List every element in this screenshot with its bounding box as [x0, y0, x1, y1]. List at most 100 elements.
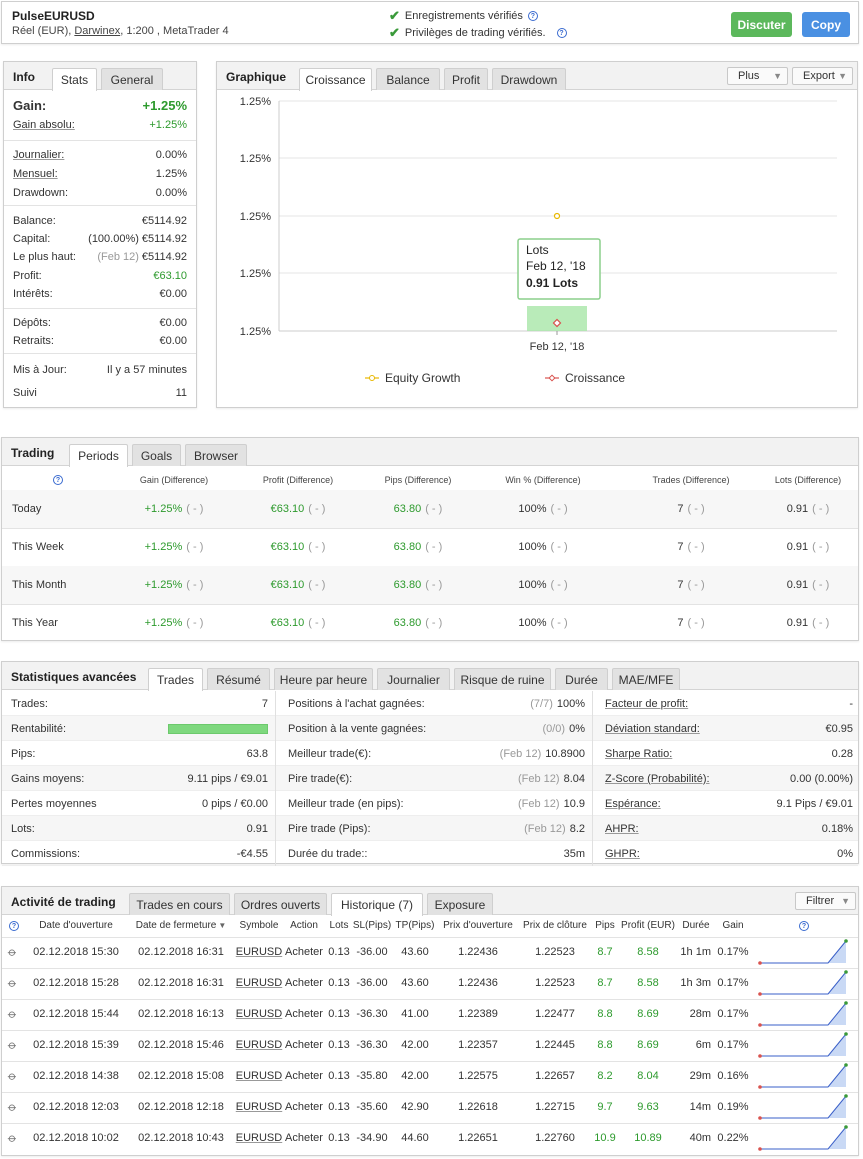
stat-row: Durée du trade:: 35m [288, 841, 585, 866]
tab-croissance[interactable]: Croissance [299, 68, 372, 91]
paperclip-icon[interactable]: ⌀ [5, 1099, 21, 1115]
cell-op: 1.22357 [458, 1039, 498, 1051]
col-header[interactable]: Gain [683, 920, 783, 931]
tab-stats[interactable]: Stats [52, 68, 97, 91]
cell-sym[interactable]: EURUSD [235, 977, 283, 989]
cell-cp: 1.22523 [535, 946, 575, 958]
col-header[interactable]: SL(Pips) [322, 920, 422, 931]
cell-sym[interactable]: EURUSD [235, 1008, 283, 1020]
table-row[interactable]: ⌀ 02.12.2018 15:39 02.12.2018 15:46 EURUSD A… [2, 1030, 858, 1061]
croissance-point[interactable] [552, 318, 562, 328]
stat-extra: (Feb 12) [518, 797, 560, 810]
help-icon[interactable]: ? [9, 921, 19, 931]
legend-label[interactable]: Croissance [565, 371, 625, 385]
col-header: Win % (Difference) [505, 475, 581, 485]
paperclip-icon[interactable]: ⌀ [5, 1130, 21, 1146]
col-header[interactable]: Date de fermeture ▼ [131, 920, 231, 931]
table-row[interactable]: ⌀ 02.12.2018 15:44 02.12.2018 16:13 EURUSD A… [2, 999, 858, 1030]
tab-hourly[interactable]: Heure par heure [274, 668, 373, 690]
stat-value: - [849, 697, 853, 710]
cell-sym[interactable]: EURUSD [235, 1070, 283, 1082]
cell-sym[interactable]: EURUSD [235, 1132, 283, 1144]
help-icon[interactable]: ? [53, 475, 63, 485]
tab-resume[interactable]: Résumé [207, 668, 270, 690]
help-icon[interactable]: ? [527, 11, 538, 21]
cell-pips: 8.8 [597, 1039, 613, 1051]
tab-drawdown[interactable]: Drawdown [492, 68, 566, 90]
cell-sym[interactable]: EURUSD [235, 1101, 283, 1113]
paperclip-icon[interactable]: ⌀ [5, 1037, 21, 1053]
filter-dropdown[interactable]: Filtrer ▼ [795, 892, 856, 910]
equity-growth-point[interactable] [553, 212, 561, 220]
col-header-label: Action [290, 920, 318, 931]
cell-close: 02.12.2018 16:31 [138, 977, 224, 989]
export-dropdown[interactable]: Export ▼ [792, 67, 853, 85]
stat-value: 0% [569, 722, 585, 735]
mini-growth-chart [758, 1063, 848, 1089]
help-icon[interactable]: ? [556, 28, 567, 38]
cell-sym[interactable]: EURUSD [235, 1039, 283, 1051]
tab-risk-of-ruin[interactable]: Risque de ruine [454, 668, 551, 690]
tab-daily[interactable]: Journalier [377, 668, 450, 690]
activity-panel: Activité de trading Trades en cours Ordr… [1, 886, 859, 1156]
col-header[interactable]: Symbole [209, 920, 309, 931]
stat-value: 0% [837, 847, 853, 860]
table-row[interactable]: ⌀ 02.12.2018 10:02 02.12.2018 10:43 EURUSD A… [2, 1123, 858, 1154]
col-header[interactable]: Prix de clôture [505, 920, 605, 931]
col-header[interactable]: Prix d'ouverture [428, 920, 528, 931]
stat-value: 100% [556, 697, 585, 710]
col-header[interactable]: Date d'ouverture [26, 920, 126, 931]
verified-records: ✔ Enregistrements vérifiés ? [389, 8, 538, 24]
table-row[interactable]: ⌀ 02.12.2018 15:30 02.12.2018 16:31 EURUSD A… [2, 937, 858, 968]
tab-goals[interactable]: Goals [132, 444, 181, 466]
tab-mae-mfe[interactable]: MAE/MFE [612, 668, 680, 690]
stat-row: Rentabilité: [11, 716, 268, 741]
col-header[interactable]: Action [254, 920, 354, 931]
tab-balance[interactable]: Balance [376, 68, 440, 90]
tab-general[interactable]: General [101, 68, 163, 90]
tab-history[interactable]: Historique (7) [331, 893, 423, 916]
tab-browser[interactable]: Browser [185, 444, 247, 466]
tab-open-orders[interactable]: Ordres ouverts [234, 893, 327, 915]
col-header[interactable]: Durée [646, 920, 746, 931]
plus-dropdown[interactable]: Plus ▼ [727, 67, 788, 85]
paperclip-icon[interactable]: ⌀ [5, 1068, 21, 1084]
legend-label[interactable]: Equity Growth [385, 371, 460, 385]
cell-sym[interactable]: EURUSD [235, 946, 283, 958]
paperclip-icon[interactable]: ⌀ [5, 975, 21, 991]
followers-value: 11 [175, 387, 187, 399]
mini-chart-start [758, 1116, 762, 1120]
tooltip-date: Feb 12, '18 [526, 259, 586, 273]
info-row-drawdown: Drawdown: 0.00% [4, 184, 196, 202]
drawdown-value: 0.00% [155, 187, 187, 199]
table-row[interactable]: ⌀ 02.12.2018 15:28 02.12.2018 16:31 EURUSD A… [2, 968, 858, 999]
paperclip-icon[interactable]: ⌀ [5, 944, 21, 960]
table-row[interactable]: ⌀ 02.12.2018 12:03 02.12.2018 12:18 EURUSD A… [2, 1092, 858, 1123]
tab-open-trades[interactable]: Trades en cours [129, 893, 230, 915]
paperclip-icon[interactable]: ⌀ [5, 1006, 21, 1022]
info-row-absolute-gain: Gain absolu: +1.25% [4, 116, 196, 134]
stat-value: 10.9 [563, 797, 585, 810]
stat-value: 10.8900 [545, 747, 585, 760]
tab-trades[interactable]: Trades [148, 668, 203, 691]
cell-lots: 0.91( - ) [748, 541, 863, 553]
table-row: This Year +1.25%( - ) €63.10( - ) 63.80( - … [2, 604, 858, 642]
stat-extra: (Feb 12) [524, 822, 566, 835]
gain-value: +1.25% [142, 97, 187, 113]
tab-periods[interactable]: Periods [69, 444, 128, 467]
col-header[interactable]: Lots [289, 920, 389, 931]
tab-duration[interactable]: Durée [555, 668, 608, 690]
copy-button[interactable]: Copy [802, 12, 850, 37]
col-header[interactable]: Profit (EUR) [598, 920, 698, 931]
discuss-button[interactable]: Discuter [731, 12, 792, 37]
col-header[interactable]: TP(Pips) [365, 920, 465, 931]
help-icon[interactable]: ? [799, 921, 809, 931]
cell-op: 1.22575 [458, 1070, 498, 1082]
column-divider [592, 691, 593, 866]
tab-exposure[interactable]: Exposure [427, 893, 493, 915]
tab-profit[interactable]: Profit [444, 68, 488, 90]
table-row[interactable]: ⌀ 02.12.2018 14:38 02.12.2018 15:08 EURUSD A… [2, 1061, 858, 1092]
col-header[interactable]: Pips [555, 920, 655, 931]
cell-op: 1.22389 [458, 1008, 498, 1020]
broker-link[interactable]: Darwinex [74, 25, 121, 37]
